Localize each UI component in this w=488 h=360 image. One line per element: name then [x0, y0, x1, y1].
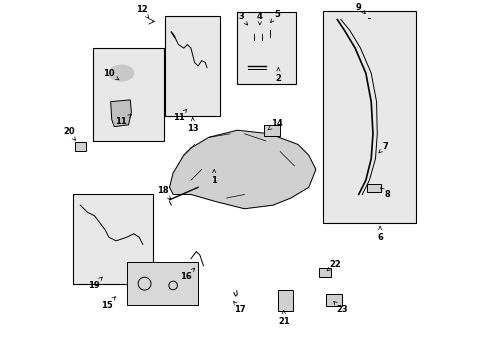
FancyBboxPatch shape	[325, 294, 341, 306]
Text: 11: 11	[115, 114, 131, 126]
Text: 20: 20	[63, 127, 76, 140]
Text: 13: 13	[186, 118, 198, 133]
FancyBboxPatch shape	[237, 13, 296, 84]
Text: 1: 1	[211, 170, 217, 185]
FancyBboxPatch shape	[165, 16, 219, 116]
Text: 19: 19	[88, 277, 102, 290]
Text: 17: 17	[233, 301, 245, 314]
Text: 2: 2	[275, 68, 281, 83]
Text: 22: 22	[326, 260, 341, 271]
Text: 9: 9	[355, 3, 365, 14]
Text: 3: 3	[238, 12, 247, 25]
FancyBboxPatch shape	[75, 142, 85, 150]
Polygon shape	[110, 100, 131, 127]
Text: 15: 15	[101, 297, 115, 310]
Text: 8: 8	[380, 188, 389, 199]
Text: 12: 12	[136, 5, 148, 18]
Text: 11: 11	[172, 109, 186, 122]
Text: 21: 21	[277, 310, 289, 326]
FancyBboxPatch shape	[323, 11, 415, 223]
FancyBboxPatch shape	[264, 125, 280, 136]
FancyBboxPatch shape	[277, 290, 293, 311]
Text: 5: 5	[270, 10, 280, 23]
FancyBboxPatch shape	[93, 48, 164, 141]
FancyBboxPatch shape	[73, 194, 153, 284]
Text: 6: 6	[376, 226, 382, 242]
Text: 18: 18	[156, 186, 170, 199]
FancyBboxPatch shape	[126, 262, 198, 305]
Text: 14: 14	[267, 118, 282, 130]
Text: 7: 7	[378, 142, 387, 153]
Ellipse shape	[109, 65, 134, 81]
Text: 23: 23	[333, 301, 347, 314]
Polygon shape	[169, 130, 315, 209]
FancyBboxPatch shape	[318, 268, 330, 277]
Text: 16: 16	[180, 268, 194, 281]
Text: 10: 10	[103, 69, 119, 80]
FancyBboxPatch shape	[366, 184, 380, 192]
Text: 4: 4	[256, 12, 262, 25]
